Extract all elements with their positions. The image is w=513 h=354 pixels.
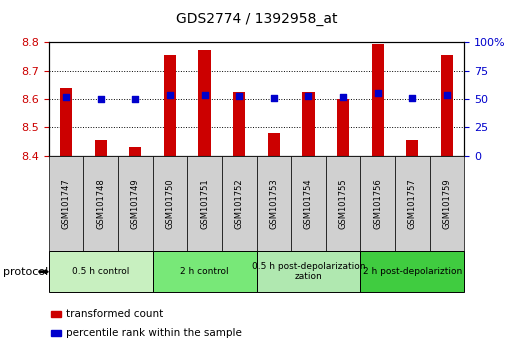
Bar [60,88,72,156]
Point [339,94,347,100]
Text: transformed count: transformed count [66,309,163,319]
Bar [302,92,314,156]
Point [270,95,278,101]
Point [443,92,451,97]
Text: GSM101749: GSM101749 [131,178,140,229]
Text: GSM101759: GSM101759 [442,178,451,229]
Text: GSM101756: GSM101756 [373,178,382,229]
Point [166,92,174,97]
Point [408,95,417,101]
Bar [233,92,245,156]
Text: 0.5 h post-depolarization
zation: 0.5 h post-depolarization zation [252,262,365,281]
Point [131,96,140,102]
Text: GDS2774 / 1392958_at: GDS2774 / 1392958_at [176,12,337,27]
Bar [337,99,349,156]
Text: percentile rank within the sample: percentile rank within the sample [66,329,242,338]
Bar [94,140,107,156]
Point [62,94,70,100]
Point [304,93,312,98]
Point [373,91,382,96]
Point [235,93,243,98]
Bar [441,55,453,156]
Bar [406,140,419,156]
Text: 0.5 h control: 0.5 h control [72,267,129,276]
Text: GSM101751: GSM101751 [200,178,209,229]
Text: GSM101757: GSM101757 [408,178,417,229]
Bar [371,44,384,156]
Text: GSM101753: GSM101753 [269,178,279,229]
Bar [129,147,142,156]
Bar [164,55,176,156]
Text: GSM101752: GSM101752 [234,178,244,229]
Bar [199,50,211,156]
Text: 2 h post-depolariztion: 2 h post-depolariztion [363,267,462,276]
Bar [268,133,280,156]
Text: GSM101750: GSM101750 [165,178,174,229]
Text: protocol: protocol [3,267,48,277]
Text: GSM101755: GSM101755 [339,178,348,229]
Text: GSM101754: GSM101754 [304,178,313,229]
Text: 2 h control: 2 h control [180,267,229,276]
Point [201,92,209,97]
Text: GSM101748: GSM101748 [96,178,105,229]
Point [96,96,105,102]
Text: GSM101747: GSM101747 [62,178,71,229]
